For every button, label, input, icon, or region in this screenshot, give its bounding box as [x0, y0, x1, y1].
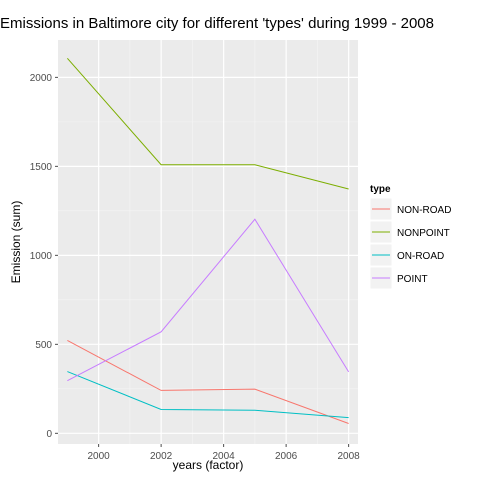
legend-label: ON-ROAD: [397, 251, 444, 262]
legend-item-on-road: ON-ROAD: [369, 243, 444, 267]
x-tick-label: 2004: [213, 451, 236, 462]
legend-label: NON-ROAD: [397, 205, 451, 216]
legend-title: type: [370, 184, 391, 195]
grid-minor: [58, 40, 358, 444]
x-tick-label: 2006: [275, 451, 298, 462]
y-tick-label: 0: [46, 429, 52, 440]
x-tick-label: 2002: [150, 451, 173, 462]
grid-major: [58, 40, 358, 444]
plot-panel: [58, 40, 358, 444]
series-line-non-road: [67, 339, 349, 424]
series-line-on-road: [67, 371, 349, 419]
series-lines: [66, 57, 350, 424]
legend-label: POINT: [397, 274, 428, 285]
x-axis-title: years (factor): [173, 458, 244, 472]
legend-label: NONPOINT: [397, 228, 450, 239]
x-tick-label: 2000: [88, 451, 111, 462]
y-tick-label: 2000: [30, 73, 53, 84]
y-tick-label: 1500: [30, 162, 53, 173]
series-line-point: [67, 218, 350, 382]
series-line-nonpoint: [66, 57, 349, 190]
x-axis: 2000 2002 2004 2006 2008: [88, 444, 361, 462]
y-axis-title: Emission (sum): [9, 201, 23, 284]
legend-item-nonpoint: NONPOINT: [369, 220, 450, 244]
chart-title: Emissions in Baltimore city for differen…: [0, 15, 434, 32]
legend: type NON-ROAD NONPOINT ON-ROAD POINT: [369, 184, 451, 290]
x-tick-label: 2008: [338, 451, 361, 462]
legend-item-non-road: NON-ROAD: [369, 197, 451, 221]
legend-items: NON-ROAD NONPOINT ON-ROAD POINT: [369, 197, 451, 290]
y-tick-label: 1000: [30, 251, 53, 262]
y-tick-label: 500: [35, 340, 52, 351]
legend-item-point: POINT: [369, 266, 428, 290]
y-axis: 0 500 1000 1500 2000: [30, 73, 58, 440]
